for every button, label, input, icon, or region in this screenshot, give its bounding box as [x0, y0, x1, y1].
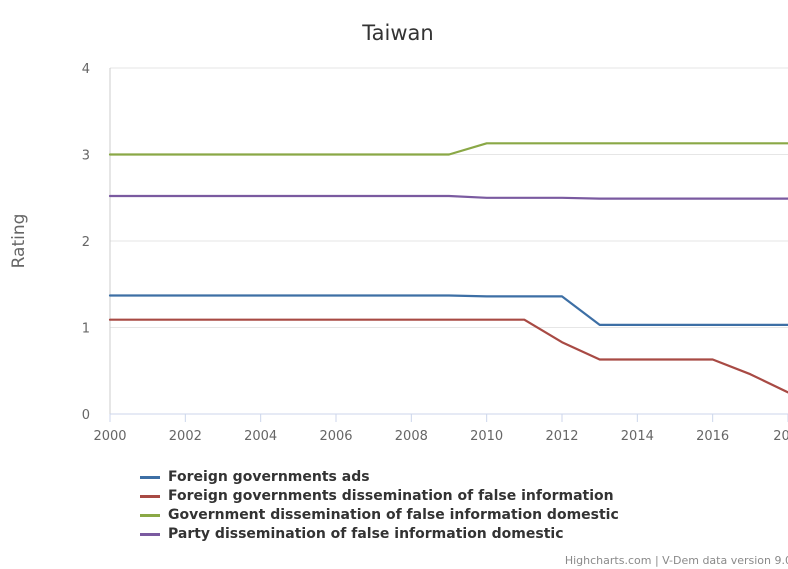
x-tick-label: 20… [773, 429, 788, 444]
axes [109, 68, 788, 415]
y-tick-label: 4 [82, 62, 90, 77]
series-line-2[interactable] [108, 142, 788, 156]
y-axis-ticks: 0 1 2 3 4 [82, 62, 90, 423]
grid-lines [110, 67, 788, 415]
legend-swatch [140, 533, 160, 536]
series-line-0[interactable] [108, 294, 788, 326]
y-tick-label: 3 [82, 149, 90, 164]
legend-label: Party dissemination of false information… [168, 526, 564, 542]
y-tick-label: 2 [82, 235, 90, 250]
x-tick-label: 2010 [470, 429, 503, 444]
credits-text[interactable]: Highcharts.com | V-Dem data version 9.0 [564, 554, 788, 567]
y-axis-label: Rating [9, 214, 29, 269]
legend-item-foreign-governments-ads[interactable]: Foreign governments ads [140, 468, 619, 487]
legend-item-foreign-governments-false-info[interactable]: Foreign governments dissemination of fal… [140, 487, 619, 506]
series-line-1[interactable] [108, 318, 788, 394]
legend-swatch [140, 476, 160, 479]
x-tick-label: 2012 [545, 429, 578, 444]
x-tick-label: 2014 [621, 429, 654, 444]
y-tick-label: 0 [82, 408, 90, 423]
legend-swatch [140, 514, 160, 517]
series-line-3[interactable] [108, 194, 788, 200]
x-tick-label: 2000 [93, 429, 126, 444]
x-tick-label: 2004 [244, 429, 277, 444]
series-lines [108, 142, 788, 394]
x-tick-label: 2008 [395, 429, 428, 444]
x-tick-label: 2002 [169, 429, 202, 444]
legend-label: Government dissemination of false inform… [168, 507, 619, 523]
legend-item-party-false-info-domestic[interactable]: Party dissemination of false information… [140, 525, 619, 544]
legend-label: Foreign governments ads [168, 469, 370, 485]
y-tick-label: 1 [82, 322, 90, 337]
legend-swatch [140, 495, 160, 498]
legend-label: Foreign governments dissemination of fal… [168, 488, 614, 504]
x-axis-ticks: 2000 2002 2004 2006 2008 2010 2012 2014 2016 20… [93, 414, 788, 444]
x-tick-label: 2006 [319, 429, 352, 444]
x-tick-label: 2016 [696, 429, 729, 444]
chart-legend[interactable]: Foreign governments ads Foreign governme… [140, 468, 619, 544]
chart-title: Taiwan [361, 21, 433, 45]
legend-item-government-false-info-domestic[interactable]: Government dissemination of false inform… [140, 506, 619, 525]
